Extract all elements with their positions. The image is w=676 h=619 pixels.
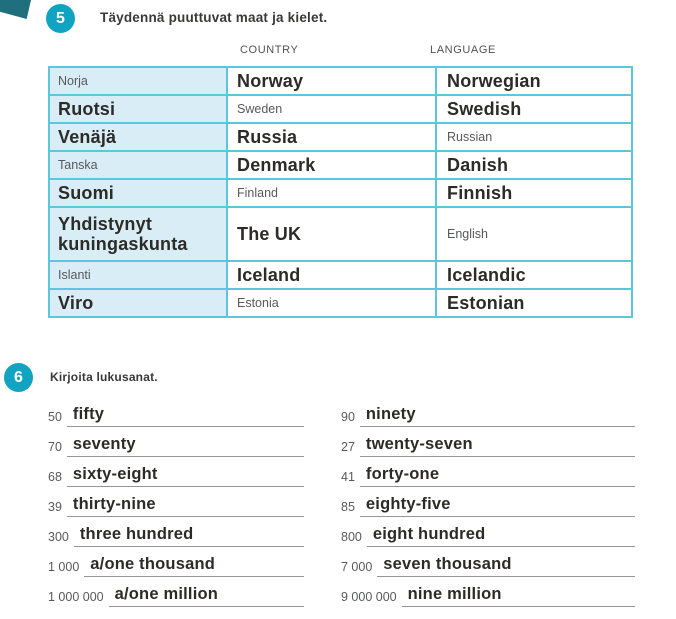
answer-line[interactable]: eight hundred xyxy=(366,525,635,547)
number-word-row: 85 eighty-five xyxy=(341,487,635,517)
number-label: 70 xyxy=(48,440,62,454)
cell-finnish: Viro xyxy=(48,288,228,318)
cell-language: Estonian xyxy=(435,288,633,318)
column-header-language: LANGUAGE xyxy=(430,44,496,56)
number-label: 300 xyxy=(48,530,69,544)
cell-language: Norwegian xyxy=(435,66,633,96)
table-row: Viro Estonia Estonian xyxy=(48,288,633,318)
table-row: Tanska Denmark Danish xyxy=(48,150,633,180)
number-word-row: 70 seventy xyxy=(48,427,304,457)
cell-language[interactable]: English xyxy=(435,206,633,262)
number-word-row: 9 000 000 nine million xyxy=(341,577,635,607)
cell-country: Norway xyxy=(226,66,437,96)
number-label: 9 000 000 xyxy=(341,590,397,604)
number-words-right-column: 90 ninety 27 twenty-seven 41 forty-one 8… xyxy=(341,397,635,607)
cell-country: Denmark xyxy=(226,150,437,180)
answer-line[interactable]: forty-one xyxy=(359,465,635,487)
cell-finnish: Ruotsi xyxy=(48,94,228,124)
number-label: 50 xyxy=(48,410,62,424)
number-word-row: 41 forty-one xyxy=(341,457,635,487)
table-row: Suomi Finland Finnish xyxy=(48,178,633,208)
number-label: 1 000 xyxy=(48,560,80,574)
number-label: 39 xyxy=(48,500,62,514)
column-header-country: COUNTRY xyxy=(240,44,299,56)
number-word-row: 27 twenty-seven xyxy=(341,427,635,457)
answer-line[interactable]: three hundred xyxy=(73,525,304,547)
cell-language[interactable]: Russian xyxy=(435,122,633,152)
number-label: 68 xyxy=(48,470,62,484)
answer-line[interactable]: ninety xyxy=(359,405,635,427)
exercise-5-badge: 5 xyxy=(46,4,75,33)
answer-line[interactable]: a/one million xyxy=(108,585,304,607)
cell-country[interactable]: Finland xyxy=(226,178,437,208)
number-label: 90 xyxy=(341,410,355,424)
cell-country: Russia xyxy=(226,122,437,152)
number-word-row: 800 eight hundred xyxy=(341,517,635,547)
number-label: 85 xyxy=(341,500,355,514)
exercise-5-title: Täydennä puuttuvat maat ja kielet. xyxy=(100,10,328,25)
table-row: Ruotsi Sweden Swedish xyxy=(48,94,633,124)
number-word-row: 300 three hundred xyxy=(48,517,304,547)
cell-finnish[interactable]: Tanska xyxy=(48,150,228,180)
table-row: Venäjä Russia Russian xyxy=(48,122,633,152)
number-word-row: 68 sixty-eight xyxy=(48,457,304,487)
cell-finnish: Venäjä xyxy=(48,122,228,152)
answer-line[interactable]: eighty-five xyxy=(359,495,635,517)
cell-language: Danish xyxy=(435,150,633,180)
answer-line[interactable]: seventy xyxy=(66,435,304,457)
exercise-6-badge: 6 xyxy=(4,363,33,392)
cell-finnish: Suomi xyxy=(48,178,228,208)
cell-finnish[interactable]: Norja xyxy=(48,66,228,96)
cell-country[interactable]: Sweden xyxy=(226,94,437,124)
number-word-row: 39 thirty-nine xyxy=(48,487,304,517)
answer-line[interactable]: fifty xyxy=(66,405,304,427)
number-label: 800 xyxy=(341,530,362,544)
table-row: Islanti Iceland Icelandic xyxy=(48,260,633,290)
page-corner-decoration xyxy=(0,0,31,19)
exercise-6-title: Kirjoita lukusanat. xyxy=(50,370,158,384)
answer-line[interactable]: a/one thousand xyxy=(84,555,304,577)
cell-finnish: Yhdistynyt kuningaskunta xyxy=(48,206,228,262)
number-word-row: 1 000 a/one thousand xyxy=(48,547,304,577)
cell-language: Swedish xyxy=(435,94,633,124)
cell-country: The UK xyxy=(226,206,437,262)
number-word-row: 90 ninety xyxy=(341,397,635,427)
number-label: 7 000 xyxy=(341,560,373,574)
exercise-5-number: 5 xyxy=(56,9,65,27)
table-row: Norja Norway Norwegian xyxy=(48,66,633,96)
number-label: 41 xyxy=(341,470,355,484)
exercise-6-number: 6 xyxy=(14,368,23,386)
countries-languages-table: Norja Norway Norwegian Ruotsi Sweden Swe… xyxy=(48,66,633,318)
answer-line[interactable]: sixty-eight xyxy=(66,465,304,487)
number-word-row: 50 fifty xyxy=(48,397,304,427)
answer-line[interactable]: twenty-seven xyxy=(359,435,635,457)
number-label: 1 000 000 xyxy=(48,590,104,604)
answer-line[interactable]: seven thousand xyxy=(377,555,635,577)
cell-language: Finnish xyxy=(435,178,633,208)
cell-country: Iceland xyxy=(226,260,437,290)
answer-line[interactable]: nine million xyxy=(401,585,635,607)
cell-finnish[interactable]: Islanti xyxy=(48,260,228,290)
cell-language: Icelandic xyxy=(435,260,633,290)
cell-country[interactable]: Estonia xyxy=(226,288,437,318)
answer-line[interactable]: thirty-nine xyxy=(66,495,304,517)
number-word-row: 1 000 000 a/one million xyxy=(48,577,304,607)
number-label: 27 xyxy=(341,440,355,454)
table-row: Yhdistynyt kuningaskunta The UK English xyxy=(48,206,633,262)
number-word-row: 7 000 seven thousand xyxy=(341,547,635,577)
number-words-left-column: 50 fifty 70 seventy 68 sixty-eight 39 th… xyxy=(48,397,304,607)
